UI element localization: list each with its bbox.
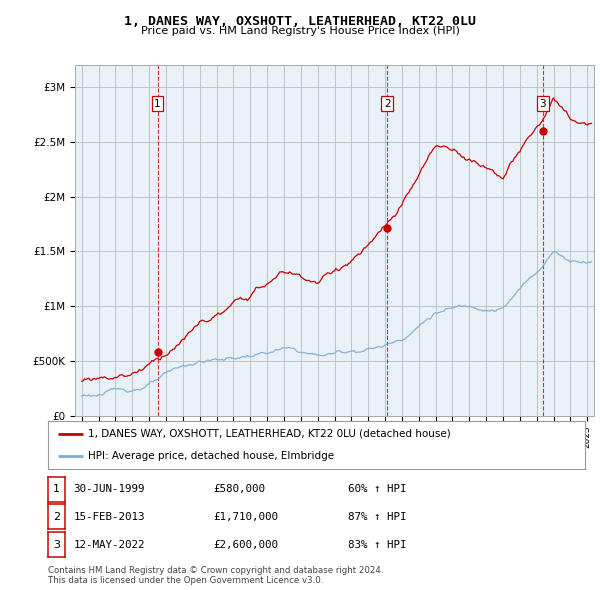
Text: £580,000: £580,000 xyxy=(213,484,265,494)
Text: 1, DANES WAY, OXSHOTT, LEATHERHEAD, KT22 0LU (detached house): 1, DANES WAY, OXSHOTT, LEATHERHEAD, KT22… xyxy=(88,429,451,439)
Text: £2,600,000: £2,600,000 xyxy=(213,540,278,549)
Text: 87% ↑ HPI: 87% ↑ HPI xyxy=(348,512,407,522)
Text: 3: 3 xyxy=(539,99,546,109)
Text: 30-JUN-1999: 30-JUN-1999 xyxy=(73,484,145,494)
Text: Price paid vs. HM Land Registry's House Price Index (HPI): Price paid vs. HM Land Registry's House … xyxy=(140,26,460,36)
Text: HPI: Average price, detached house, Elmbridge: HPI: Average price, detached house, Elmb… xyxy=(88,451,334,461)
Text: 2: 2 xyxy=(53,512,60,522)
Text: 60% ↑ HPI: 60% ↑ HPI xyxy=(348,484,407,494)
Text: 12-MAY-2022: 12-MAY-2022 xyxy=(73,540,145,549)
Text: 1, DANES WAY, OXSHOTT, LEATHERHEAD, KT22 0LU: 1, DANES WAY, OXSHOTT, LEATHERHEAD, KT22… xyxy=(124,15,476,28)
Text: 2: 2 xyxy=(384,99,391,109)
Text: 3: 3 xyxy=(53,540,60,549)
Text: 1: 1 xyxy=(53,484,60,494)
Text: 83% ↑ HPI: 83% ↑ HPI xyxy=(348,540,407,549)
Text: Contains HM Land Registry data © Crown copyright and database right 2024.
This d: Contains HM Land Registry data © Crown c… xyxy=(48,566,383,585)
Text: 1: 1 xyxy=(154,99,161,109)
Text: 15-FEB-2013: 15-FEB-2013 xyxy=(73,512,145,522)
Text: £1,710,000: £1,710,000 xyxy=(213,512,278,522)
